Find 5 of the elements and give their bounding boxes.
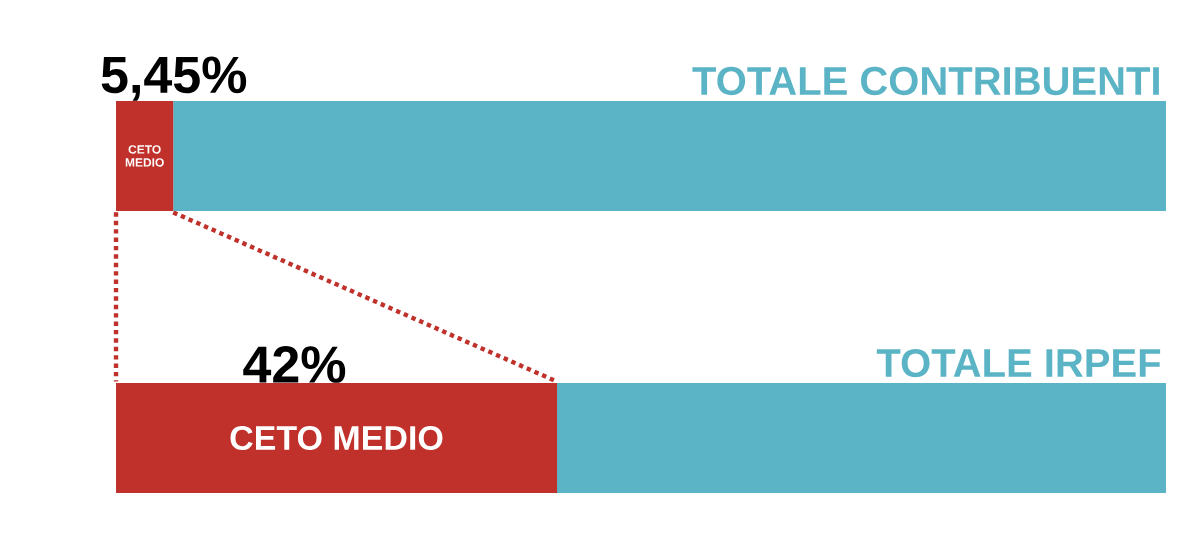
data-label: 5,45% [101, 56, 247, 101]
y-tick-label: TOTALE IRPEF [876, 348, 1161, 378]
text: CETO MEDIO [230, 425, 443, 451]
y-tick-label: TOTALE CONTRIBUENTI [692, 66, 1159, 96]
data-label: 42% [243, 346, 346, 383]
